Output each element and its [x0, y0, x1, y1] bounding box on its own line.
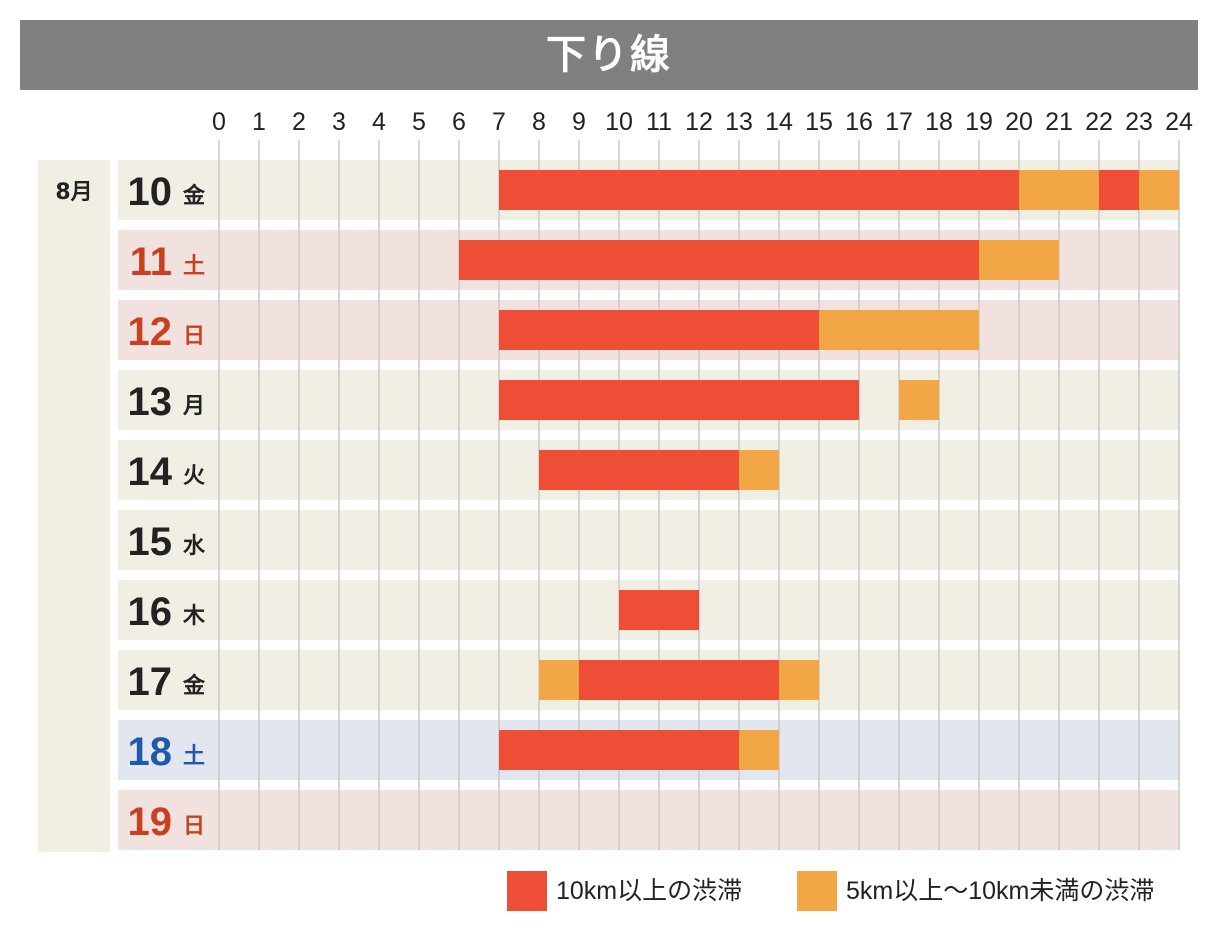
x-tick-label: 11	[646, 108, 672, 136]
bar-heavy	[499, 380, 859, 420]
bar-heavy	[499, 310, 819, 350]
x-tick-label: 18	[925, 108, 953, 136]
day-label: 11	[130, 240, 172, 284]
day-label: 10	[128, 170, 173, 214]
x-tick-label: 15	[805, 108, 833, 136]
bar-light	[979, 240, 1059, 280]
day-label: 13	[128, 380, 173, 424]
day-label: 14	[128, 450, 173, 494]
x-tick-label: 13	[725, 108, 753, 136]
bar-light	[1019, 170, 1099, 210]
weekday-label: 土	[183, 744, 205, 769]
day-label: 12	[128, 310, 173, 354]
bar-light	[739, 730, 779, 770]
legend-label-light: 5km以上〜10km未満の渋滞	[846, 877, 1155, 905]
day-label: 19	[128, 800, 173, 844]
x-tick-label: 10	[605, 108, 633, 136]
legend-label-heavy: 10km以上の渋滞	[556, 877, 743, 905]
x-tick-label: 19	[965, 108, 993, 136]
row-background-19	[118, 790, 1180, 850]
weekday-label: 土	[183, 254, 205, 279]
weekday-label: 金	[182, 183, 206, 209]
x-tick-label: 22	[1085, 108, 1113, 136]
weekday-label: 月	[182, 394, 205, 419]
bar-light	[1139, 170, 1179, 210]
bar-light	[739, 450, 779, 490]
x-tick-label: 5	[412, 108, 426, 136]
x-tick-label: 21	[1045, 108, 1073, 136]
weekday-label: 金	[182, 673, 206, 699]
legend-swatch-heavy	[507, 871, 547, 911]
bar-light	[819, 310, 979, 350]
bar-heavy	[579, 660, 779, 700]
x-tick-label: 2	[292, 108, 306, 136]
bar-light	[539, 660, 579, 700]
bar-heavy	[499, 170, 1019, 210]
row-background-15	[118, 510, 1180, 570]
day-label: 18	[128, 730, 173, 774]
month-label: 8月	[55, 180, 93, 205]
x-tick-label: 16	[845, 108, 873, 136]
x-tick-label: 7	[492, 108, 506, 136]
bar-light	[899, 380, 939, 420]
weekday-label: 水	[183, 534, 206, 559]
x-tick-label: 17	[885, 108, 913, 136]
x-tick-label: 23	[1125, 108, 1153, 136]
x-tick-label: 3	[332, 108, 346, 136]
x-tick-label: 6	[452, 108, 466, 136]
legend-swatch-light	[797, 871, 837, 911]
bar-heavy	[499, 730, 739, 770]
x-tick-label: 14	[765, 108, 793, 136]
bar-heavy	[539, 450, 739, 490]
weekday-label: 火	[183, 464, 205, 489]
x-tick-label: 12	[685, 108, 713, 136]
weekday-label: 日	[183, 324, 205, 349]
x-tick-label: 1	[252, 108, 266, 136]
day-label: 16	[128, 590, 173, 634]
x-tick-label: 0	[212, 108, 226, 136]
weekday-label: 木	[182, 604, 206, 629]
bar-heavy	[1099, 170, 1139, 210]
month-column: 8月	[38, 160, 110, 852]
bar-heavy	[619, 590, 699, 630]
weekday-label: 日	[183, 814, 205, 839]
x-tick-label: 20	[1005, 108, 1033, 136]
x-tick-label: 4	[372, 108, 386, 136]
chart-title: 下り線	[20, 20, 1198, 90]
bar-light	[779, 660, 819, 700]
x-tick-label: 24	[1165, 108, 1193, 136]
day-label: 17	[128, 660, 173, 704]
bar-heavy	[459, 240, 979, 280]
x-tick-label: 8	[532, 108, 546, 136]
x-tick-label: 9	[572, 108, 586, 136]
day-label: 15	[128, 520, 173, 564]
